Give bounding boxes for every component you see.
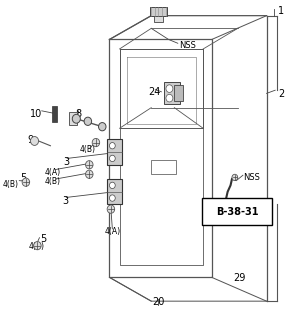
- Text: NSS: NSS: [179, 41, 196, 50]
- Text: 9: 9: [27, 135, 33, 145]
- Circle shape: [99, 123, 106, 131]
- Circle shape: [92, 139, 100, 147]
- Bar: [107, 140, 123, 165]
- Circle shape: [86, 161, 93, 169]
- Bar: [107, 179, 123, 204]
- Text: 20: 20: [152, 297, 165, 307]
- Text: 4(B): 4(B): [29, 243, 45, 252]
- Circle shape: [166, 94, 173, 102]
- Circle shape: [109, 182, 115, 188]
- Text: 3: 3: [63, 157, 70, 167]
- Text: 4(B): 4(B): [3, 180, 19, 189]
- Text: 5: 5: [40, 234, 47, 244]
- Bar: [150, 7, 167, 16]
- Text: 1: 1: [278, 6, 284, 16]
- Circle shape: [31, 137, 39, 145]
- Text: 5: 5: [20, 173, 26, 183]
- Circle shape: [109, 195, 115, 201]
- Circle shape: [109, 142, 115, 149]
- Text: 4(A): 4(A): [104, 227, 120, 236]
- Text: 4(B): 4(B): [79, 145, 95, 154]
- Bar: [202, 198, 272, 225]
- Circle shape: [84, 117, 92, 125]
- Text: 10: 10: [30, 108, 42, 119]
- Bar: [151, 160, 176, 174]
- Text: 29: 29: [233, 273, 245, 283]
- Circle shape: [86, 170, 93, 178]
- Circle shape: [109, 155, 115, 162]
- Text: 3: 3: [62, 196, 68, 206]
- Bar: [154, 16, 163, 22]
- Text: B-38-31: B-38-31: [216, 206, 258, 217]
- Circle shape: [166, 85, 173, 92]
- Text: NSS: NSS: [244, 173, 260, 182]
- Circle shape: [22, 178, 30, 186]
- Text: 8: 8: [75, 108, 81, 119]
- Text: 4(B): 4(B): [45, 177, 61, 186]
- Text: 2: 2: [278, 89, 284, 99]
- Text: 4(A): 4(A): [45, 168, 61, 177]
- Text: 24: 24: [148, 87, 161, 97]
- Circle shape: [72, 114, 80, 123]
- Circle shape: [107, 205, 115, 213]
- Circle shape: [232, 174, 238, 180]
- Bar: [52, 106, 57, 122]
- Bar: [164, 82, 180, 105]
- Bar: [174, 85, 183, 101]
- FancyBboxPatch shape: [69, 112, 77, 125]
- Circle shape: [34, 242, 41, 250]
